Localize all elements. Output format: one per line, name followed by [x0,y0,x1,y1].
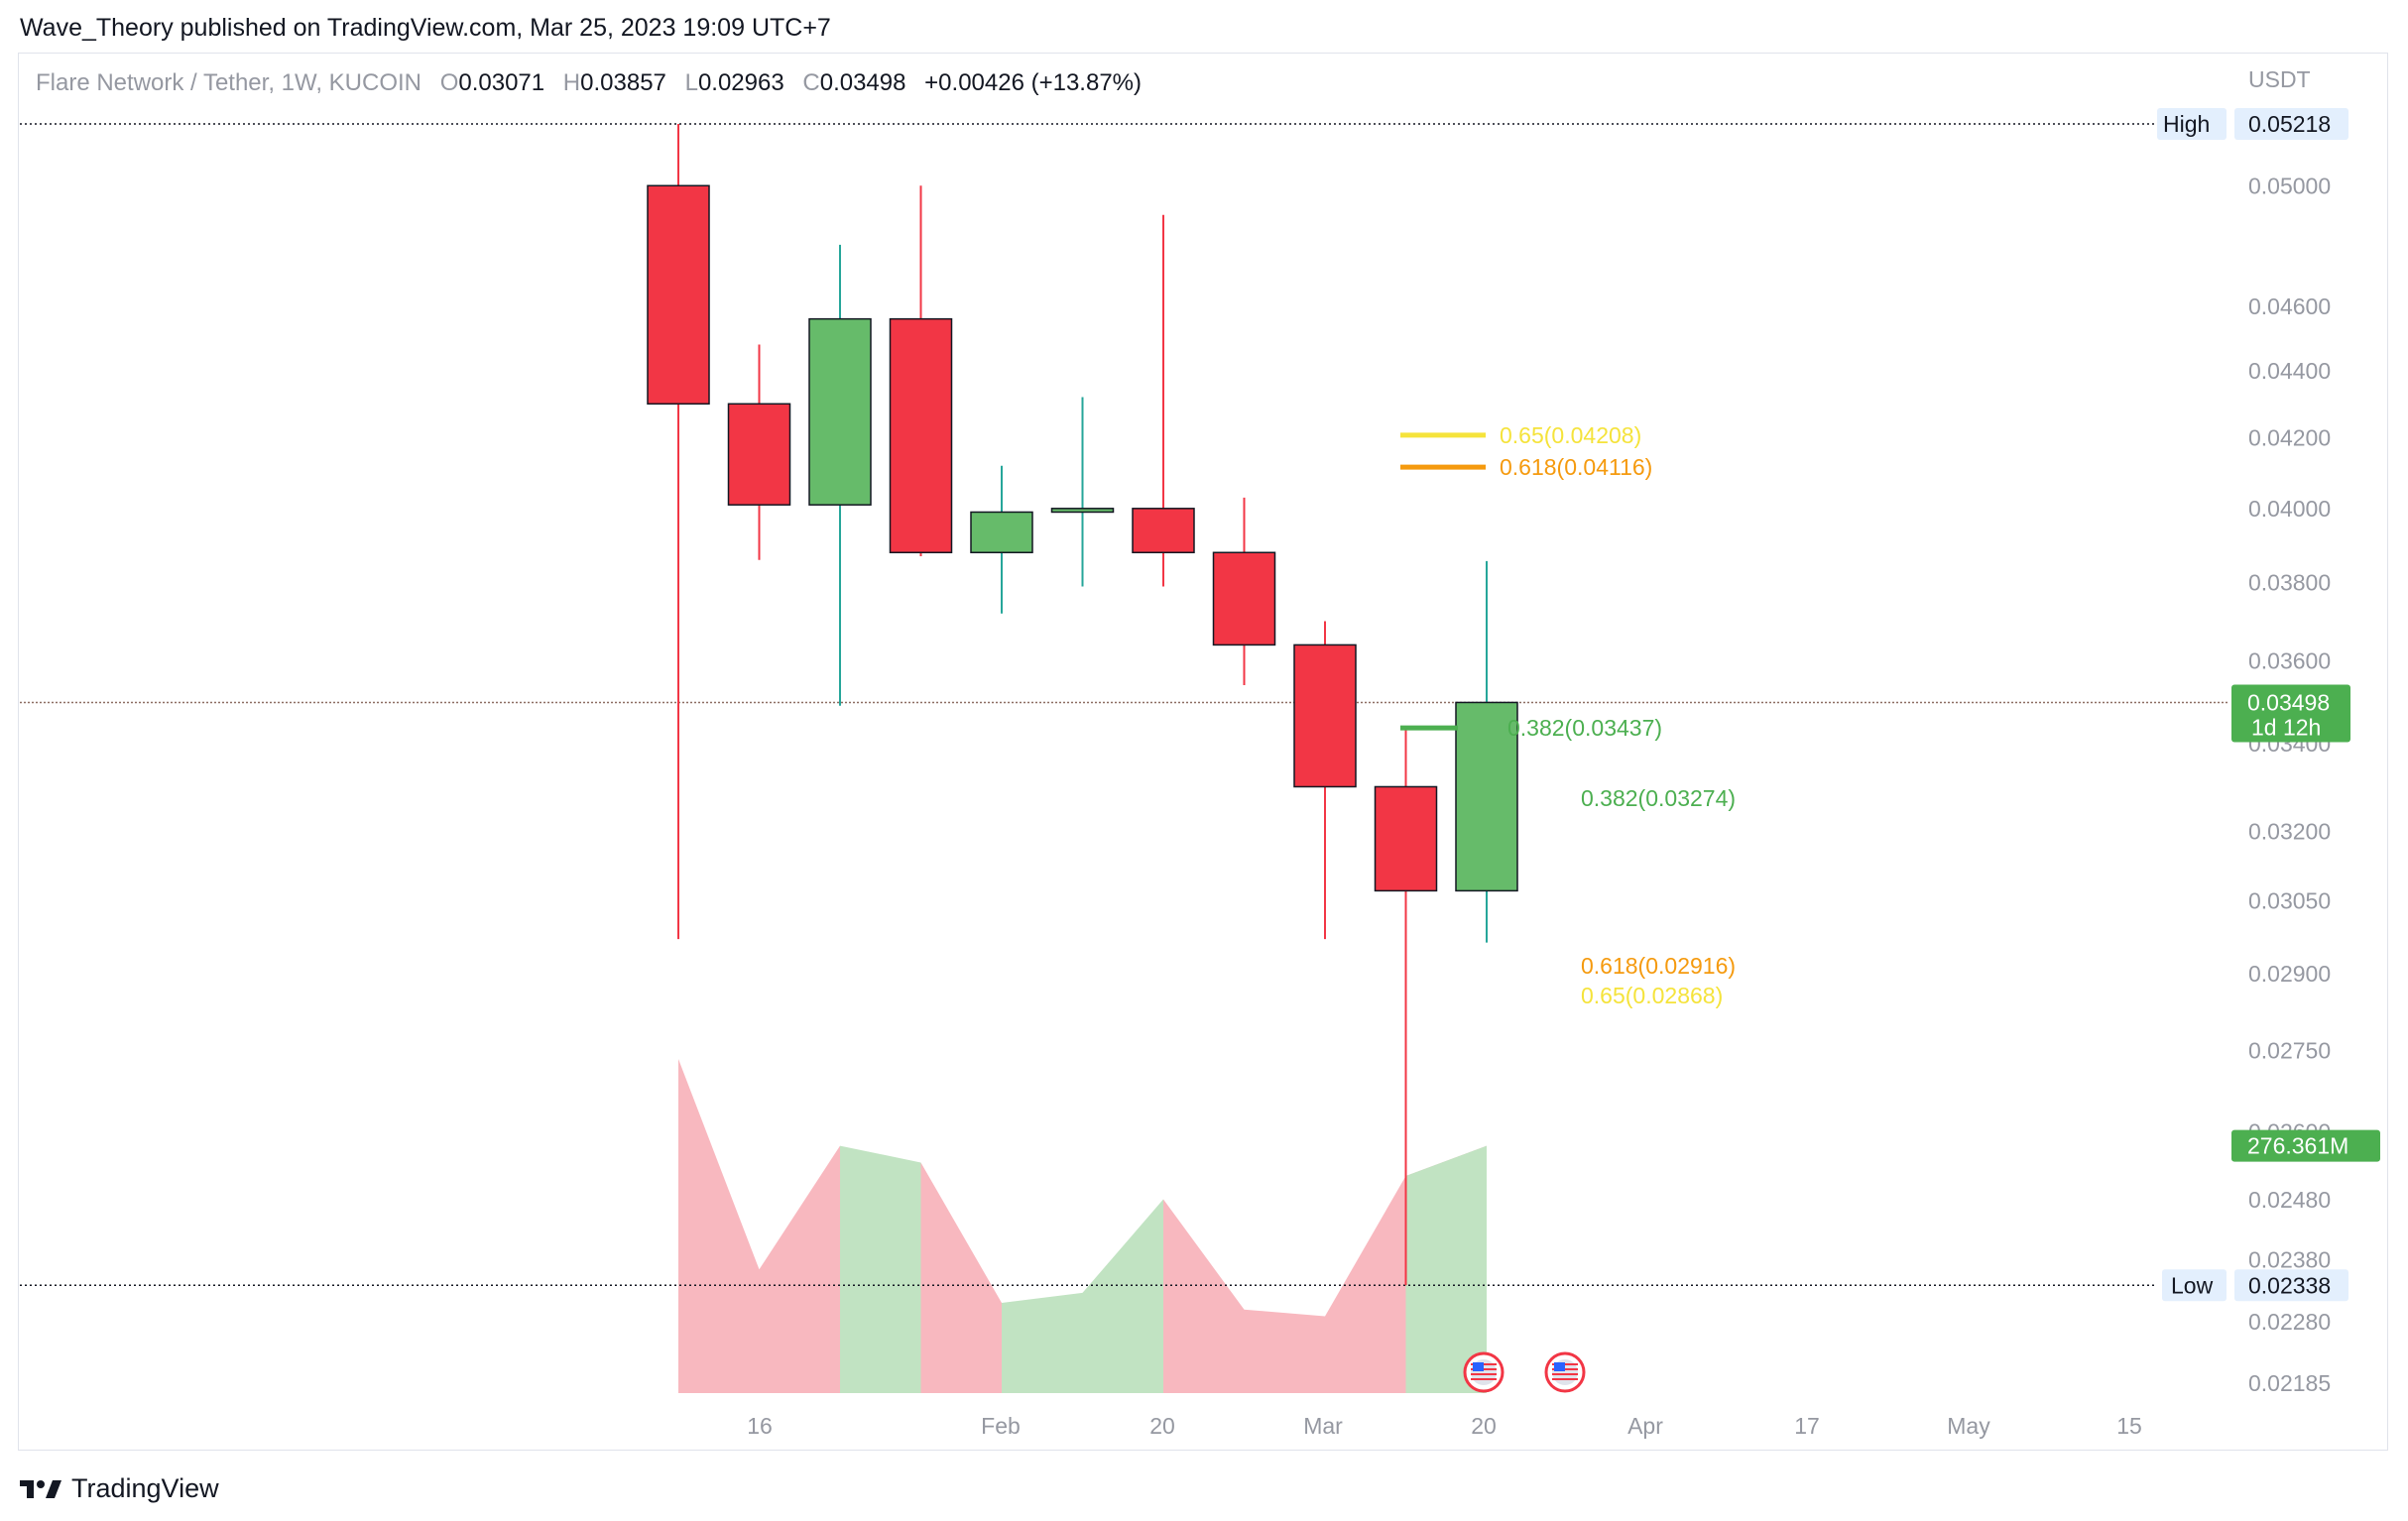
price-axis-tick: 0.03800 [2248,570,2331,596]
volume-area-down [920,1162,1002,1393]
us-flag-canton [1554,1362,1565,1371]
volume-area-down [1163,1199,1245,1393]
price-axis-tick: 0.02185 [2248,1370,2331,1396]
high-value: 0.03857 [580,69,666,96]
volume-area-up [1405,1145,1487,1393]
tradingview-brand: TradingView [71,1473,219,1503]
volume-area-up [1002,1292,1083,1393]
us-flag-stripe [1552,1373,1578,1375]
open-value: 0.03071 [458,69,545,96]
high-badge-label: High [2163,111,2210,137]
fib-level-label: 0.382(0.03274) [1581,785,1736,811]
volume-badge-bg [2231,1129,2380,1162]
time-axis-label: 20 [1149,1413,1175,1439]
chart-frame [18,53,2388,1451]
bar-countdown: 1d 12h [2251,714,2321,740]
close-value: 0.03498 [819,69,906,96]
low-badge-label: Low [2171,1272,2214,1298]
volume-badge: 276.361M [2247,1133,2348,1159]
volume-area-down [1244,1309,1325,1393]
time-axis-label: May [1947,1413,1990,1439]
price-axis-currency: USDT [2248,66,2311,92]
last-price-badge-bg [2231,684,2350,743]
candle-body[interactable] [970,511,1033,554]
price-axis-tick: 0.05000 [2248,173,2331,198]
candle-body[interactable] [1050,508,1115,514]
volume-area-up [1082,1199,1163,1393]
fib-level-label: 0.618(0.02916) [1581,953,1736,979]
candle-body[interactable] [1374,785,1438,892]
publisher-line: Wave_Theory published on TradingView.com… [20,14,831,42]
volume-area-down [759,1145,840,1393]
us-flag-stripe [1552,1378,1578,1380]
time-axis-label: 15 [2116,1413,2142,1439]
candle-body[interactable] [1455,701,1518,892]
time-axis-label: Mar [1303,1413,1343,1439]
candle-body[interactable] [889,317,953,554]
low-label: L [684,69,698,96]
tradingview-logo-icon [20,1479,61,1498]
price-axis-tick: 0.03050 [2248,887,2331,913]
fib-level-label: 0.65(0.02868) [1581,983,1723,1008]
candle-body[interactable] [1212,551,1276,646]
symbol-legend: Flare Network / Tether, 1W, KUCOIN O0.03… [36,69,1142,97]
high-value-badge-bg [2234,108,2348,140]
high-value-badge: 0.05218 [2248,111,2331,137]
candle-body[interactable] [647,184,710,406]
price-axis-tick: 0.04200 [2248,425,2331,451]
us-flag-stripe [1471,1373,1497,1375]
time-axis-label: Feb [981,1413,1021,1439]
open-label: O [439,69,459,96]
low-value: 0.02963 [697,69,784,96]
us-flag-canton [1473,1362,1484,1371]
price-axis-tick: 0.04600 [2248,293,2331,319]
volume-area-up [840,1145,921,1393]
price-axis-tick: 0.04000 [2248,496,2331,522]
high-label: H [562,69,581,96]
price-axis-tick: 0.02480 [2248,1187,2331,1213]
candle-body[interactable] [1132,508,1195,554]
low-value-badge: 0.02338 [2248,1272,2331,1298]
price-axis-tick: 0.03600 [2248,648,2331,674]
price-axis-tick: 0.02900 [2248,961,2331,987]
change-value: +0.00426 (+13.87%) [924,69,1142,96]
time-axis-label: 17 [1794,1413,1820,1439]
last-price-badge: 0.03498 [2247,689,2330,715]
us-flag-stripe [1471,1378,1497,1380]
volume-area-down [1325,1175,1406,1393]
time-axis-label: Apr [1627,1413,1663,1439]
low-badge-label-bg [2162,1269,2227,1302]
candle-body[interactable] [808,317,872,506]
time-axis-label: 16 [747,1413,773,1439]
candle-body[interactable] [727,403,791,506]
high-badge-label-bg [2157,108,2227,140]
price-axis-tick: 0.02380 [2248,1246,2331,1272]
tradingview-footer[interactable]: TradingView [20,1473,219,1504]
fib-level-label: 0.65(0.04208) [1500,422,1641,448]
fib-level-label: 0.382(0.03437) [1507,715,1662,741]
price-axis-tick: 0.02280 [2248,1309,2331,1335]
low-value-badge-bg [2234,1269,2348,1302]
fib-level-label: 0.618(0.04116) [1500,454,1652,480]
time-axis-label: 20 [1471,1413,1497,1439]
candle-body[interactable] [1293,644,1357,788]
volume-area-down [678,1059,760,1393]
symbol-name[interactable]: Flare Network / Tether, 1W, KUCOIN [36,69,422,96]
price-axis-tick: 0.02750 [2248,1037,2331,1063]
price-axis-tick: 0.04400 [2248,358,2331,384]
price-axis-tick: 0.03200 [2248,818,2331,844]
close-label: C [802,69,820,96]
